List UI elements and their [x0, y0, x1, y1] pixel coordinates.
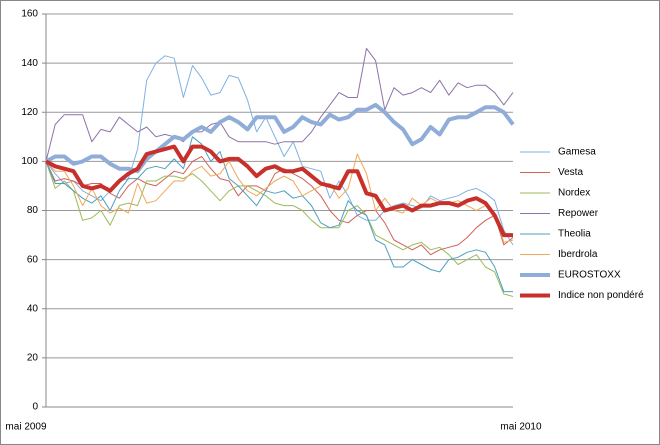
y-tick-label: 60 — [27, 254, 39, 265]
series-line — [45, 156, 514, 256]
legend-label: EUROSTOXX — [558, 270, 621, 281]
legend-label: Iberdrola — [558, 249, 598, 260]
y-tick-label: 80 — [27, 205, 39, 216]
series-line — [45, 153, 514, 243]
y-tick-label: 20 — [27, 353, 39, 364]
y-tick-label: 0 — [32, 402, 38, 413]
series-line — [45, 144, 513, 238]
x-tick-label: mai 2009 — [5, 422, 47, 433]
series-line — [45, 136, 513, 293]
y-tick-label: 160 — [21, 9, 38, 20]
y-tick-label: 40 — [27, 303, 39, 314]
series-line — [45, 47, 514, 162]
legend-label: Indice non pondéré — [558, 290, 644, 301]
legend-label: Theolia — [558, 229, 591, 240]
y-tick-label: 100 — [21, 156, 38, 167]
series-line — [45, 102, 515, 174]
legend-label: Nordex — [558, 188, 590, 199]
y-tick-label: 140 — [21, 58, 38, 69]
y-tick-label: 120 — [21, 107, 38, 118]
series-line — [45, 161, 514, 297]
legend-label: Repower — [558, 208, 599, 219]
legend-label: Vesta — [558, 167, 583, 178]
x-tick-label: mai 2010 — [500, 422, 542, 433]
legend-label: Gamesa — [558, 147, 596, 158]
